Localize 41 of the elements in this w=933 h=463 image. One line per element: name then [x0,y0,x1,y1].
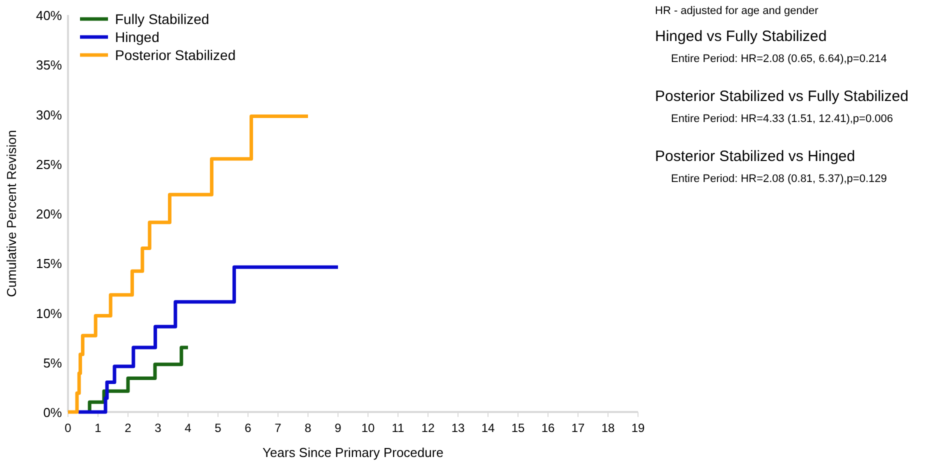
x-tick-label: 11 [392,421,405,435]
x-tick-label: 15 [511,421,525,435]
x-tick-label: 5 [214,421,222,435]
y-tick-label: 25% [36,156,62,172]
x-tick-label: 12 [421,421,435,435]
x-tick-label: 19 [631,421,645,435]
y-tick-label: 5% [43,355,62,370]
legend-label: Fully Stabilized [115,11,210,27]
y-tick-label: 30% [36,107,62,122]
x-tick-label: 18 [601,421,615,435]
x-tick-label: 9 [334,421,342,435]
x-tick-label: 1 [94,421,102,435]
text: Entire Period: HR=2.08 (0.65, 6.64),p=0.214 [671,53,887,65]
x-tick-label: 17 [571,421,585,435]
text: Entire Period: HR=2.08 (0.81, 5.37),p=0.129 [671,173,887,185]
x-tick-label: 0 [64,421,72,435]
x-tick-label: 2 [124,421,132,435]
x-tick-label: 3 [154,421,162,435]
x-tick-label: 8 [304,421,312,435]
legend-label: Posterior Stabilized [115,47,236,63]
y-tick-label: 15% [36,256,62,272]
x-tick-label: 14 [481,421,495,435]
y-axis-title: Cumulative Percent Revision [4,130,19,297]
y-tick-label: 10% [36,306,62,321]
text: HR - adjusted for age and gender [655,5,819,17]
x-tick-label: 10 [361,421,375,435]
x-tick-label: 4 [184,421,192,435]
text: Posterior Stabilized vs Hinged [655,148,856,165]
x-tick-label: 7 [274,421,282,435]
x-axis-title: Years Since Primary Procedure [262,445,444,460]
text: Entire Period: HR=4.33 (1.51, 12.41),p=0.006 [671,113,893,125]
legend-label: Hinged [115,29,160,45]
x-tick-label: 16 [541,421,555,435]
text: Posterior Stabilized vs Fully Stabilized [655,88,908,105]
y-tick-label: 0% [43,405,62,420]
y-tick-label: 20% [36,206,62,222]
y-tick-label: 35% [36,58,62,73]
text: Hinged vs Fully Stabilized [655,28,827,45]
x-tick-label: 6 [244,421,252,435]
x-tick-label: 13 [451,421,465,435]
y-tick-label: 40% [36,8,62,23]
